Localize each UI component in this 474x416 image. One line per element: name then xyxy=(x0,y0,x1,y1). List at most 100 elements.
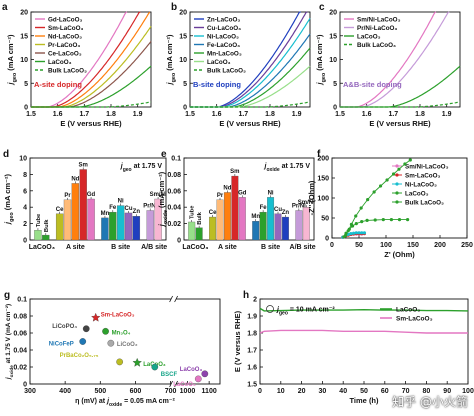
legend-label-c-0: Sm/Ni-LaCoO₃ xyxy=(357,17,401,24)
x-tick-label-h-3: 30 xyxy=(319,388,327,395)
y-tick-label-b-0: 0 xyxy=(183,105,187,112)
y-tick-label-c-2: 10 xyxy=(329,57,337,64)
x-tick-label-f-4: 200 xyxy=(434,242,446,249)
y-tick-label-g-0: 0 xyxy=(23,382,27,389)
y-tick-label-d-0: 0 xyxy=(23,238,27,245)
y-tick-label-h-3: 1.8 xyxy=(247,331,257,338)
axis-break-mark-1-a xyxy=(169,380,173,388)
legend-label-a-5: LaCoO₃ xyxy=(48,59,72,66)
point-f-4-6 xyxy=(372,190,376,194)
bar-d-1-0 xyxy=(55,213,64,241)
legend-label-f-2: Ni-LaCoO₃ xyxy=(405,182,437,189)
bar-d-2-2 xyxy=(116,205,125,241)
series-line-b-6 xyxy=(190,101,311,108)
bar-label-e-2-3: Cu xyxy=(274,207,282,213)
point-label-g-8: LaCoO₃ xyxy=(180,367,203,373)
bar-d-2-4 xyxy=(132,216,141,241)
bar-e-3-0 xyxy=(295,210,303,241)
x-tick-label-a-0: 1.5 xyxy=(26,111,36,118)
x-tick-label-f-2: 100 xyxy=(380,242,392,249)
bar-label-d-1-0: Ce xyxy=(56,207,64,213)
point-f-3-4 xyxy=(354,222,358,226)
plot-frame-d xyxy=(29,157,167,241)
panel-letter-f: f xyxy=(317,149,321,160)
point-label-g-7: BSCF xyxy=(161,372,178,378)
y-tick-label-g-5: 0.1 xyxy=(17,297,27,304)
point-g-3 xyxy=(79,338,87,345)
group-label-e-2: B site xyxy=(261,244,280,251)
y-tick-label-a-0: 0 xyxy=(24,105,28,112)
bar-label-e-3-1: Sm/Ni xyxy=(298,200,315,206)
legend-marker-f-4 xyxy=(395,200,399,204)
legend-label-f-3: LaCoO₃ xyxy=(405,191,429,198)
x-tick-label-h-10: 100 xyxy=(462,388,474,395)
series-line-h-0 xyxy=(259,307,469,312)
series-line-a-6 xyxy=(31,101,152,108)
x-tick-label-f-5: 250 xyxy=(461,242,473,249)
y-tick-label-f-2: 100 xyxy=(317,196,329,203)
point-f-4-3 xyxy=(354,214,358,218)
point-g-8 xyxy=(201,370,209,378)
x-tick-label-g-3: 600 xyxy=(130,388,142,395)
group-label-d-0: LaCoO₃ xyxy=(29,244,55,251)
annotation-marker-h xyxy=(266,305,274,313)
point-f-4-1 xyxy=(346,229,350,233)
panel-letter-a: a xyxy=(2,2,8,13)
bar-d-0-1 xyxy=(42,234,50,241)
y-tick-label-f-3: 150 xyxy=(317,176,329,183)
point-g-7 xyxy=(151,363,159,371)
panel-letter-b: b xyxy=(171,2,177,13)
legend-label-a-2: Nd-LaCoO₃ xyxy=(48,34,82,41)
point-f-2-5 xyxy=(354,231,358,235)
bar-e-2-4 xyxy=(281,216,289,241)
x-tick-label-c-0: 1.5 xyxy=(335,111,345,118)
y-tick-label-b-2: 10 xyxy=(179,57,187,64)
x-tick-label-c-3: 1.8 xyxy=(415,111,425,118)
y-tick-label-b-1: 5 xyxy=(183,81,187,88)
bar-label-d-2-3: Cu xyxy=(125,206,133,212)
group-label-d-3: A/B site xyxy=(141,244,167,251)
bar-e-2-2 xyxy=(267,197,275,241)
y-axis-label-c: jgeo (mA cm⁻²) xyxy=(315,34,327,85)
bar-e-1-0 xyxy=(209,216,217,241)
bar-d-2-1 xyxy=(109,211,117,241)
annotation-c: A&B-site doping xyxy=(343,80,402,89)
legend-label-b-1: Cu-LaCoO₃ xyxy=(207,25,241,32)
x-tick-label-c-2: 1.7 xyxy=(388,111,398,118)
y-tick-label-a-1: 5 xyxy=(24,81,28,88)
x-tick-label-h-5: 50 xyxy=(360,388,368,395)
group-label-e-1: A site xyxy=(218,244,237,251)
x-tick-label-f-0: 0 xyxy=(330,242,334,249)
y-axis-label-f: -Z'' (Ohm) xyxy=(307,180,316,215)
legend-label-f-1: Sm-LaCoO₃ xyxy=(405,173,441,180)
legend-label-b-4: Mn-LaCoO₃ xyxy=(207,51,242,58)
bar-e-2-0 xyxy=(252,220,260,241)
point-f-3-5 xyxy=(360,220,364,224)
panel-letter-c: c xyxy=(319,2,325,13)
y-tick-label-h-0: 1.5 xyxy=(247,382,257,389)
legend-marker-f-2 xyxy=(395,182,399,186)
bar-d-1-2 xyxy=(71,183,80,241)
x-tick-label-f-3: 150 xyxy=(407,242,419,249)
x-tick-label-h-8: 80 xyxy=(423,388,431,395)
point-f-4-0 xyxy=(343,234,348,238)
bar-label-e-2-0: Mn xyxy=(251,214,260,220)
x-axis-label-c: E (V versus RHE) xyxy=(369,119,431,128)
group-label-e-3: A/B site xyxy=(290,244,316,251)
point-g-9 xyxy=(194,375,202,383)
series-line-h-1 xyxy=(259,329,468,334)
y-tick-label-f-1: 50 xyxy=(321,216,329,223)
y-tick-label-a-3: 15 xyxy=(20,33,28,40)
legend-label-a-3: Pr-LaCoO₃ xyxy=(48,42,80,49)
point-g-5 xyxy=(116,358,123,366)
point-f-3-10 xyxy=(397,218,402,222)
y-tick-label-h-1: 1.6 xyxy=(247,365,257,372)
bar-label-d-1-4: Gd xyxy=(87,192,96,198)
bar-label-d-3-0: Pr/Ni xyxy=(143,203,157,209)
point-f-4-9 xyxy=(391,172,396,176)
annotation-a: A-site doping xyxy=(34,80,82,89)
bar-label-e-3-0: Pr/Ni xyxy=(292,203,306,209)
axis-break-mark-0-a xyxy=(169,295,173,303)
y-tick-label-g-3: 0.06 xyxy=(13,331,27,338)
